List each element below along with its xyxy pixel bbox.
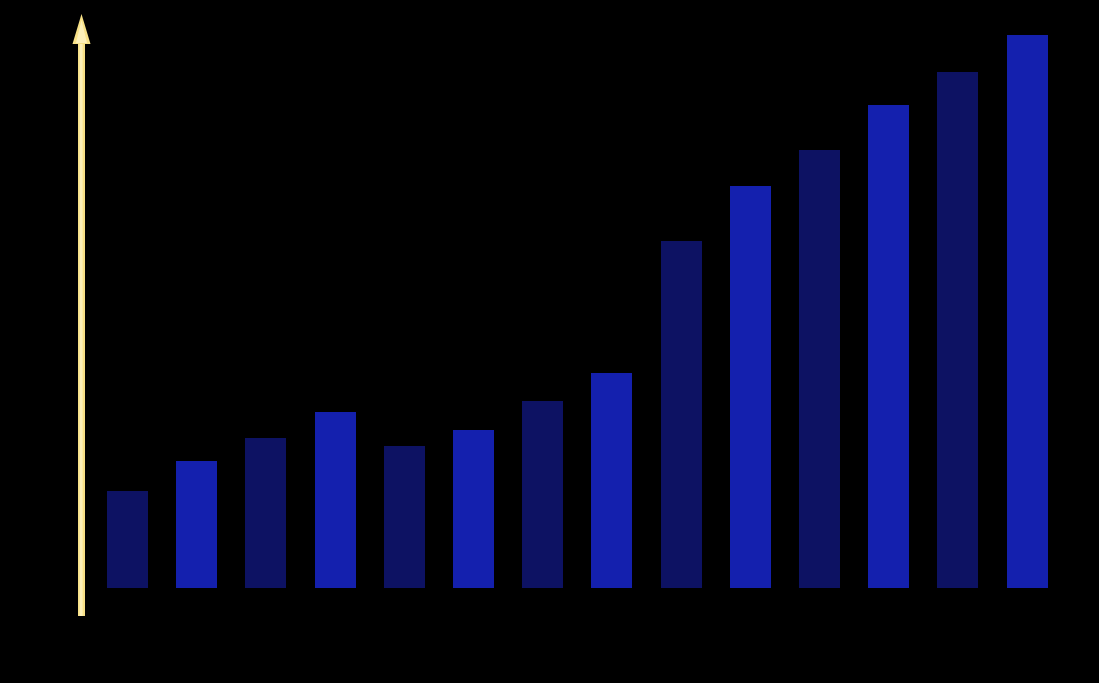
arrow-head-highlight xyxy=(76,20,87,43)
bar[interactable] xyxy=(937,72,979,588)
arrow-shaft-highlight xyxy=(79,38,83,616)
growth-arrow-icon xyxy=(66,8,98,620)
bar[interactable] xyxy=(868,105,910,588)
bar[interactable] xyxy=(176,461,218,588)
growth-arrow-svg xyxy=(72,14,91,616)
bar[interactable] xyxy=(245,438,287,588)
bar[interactable] xyxy=(107,491,148,588)
arrow-shaft xyxy=(78,38,85,616)
bar[interactable] xyxy=(1006,35,1048,588)
bar[interactable] xyxy=(383,446,425,588)
bar[interactable] xyxy=(729,186,771,588)
bar[interactable] xyxy=(660,241,702,588)
arrow-head xyxy=(72,14,91,44)
bar[interactable] xyxy=(314,412,356,588)
bar[interactable] xyxy=(799,150,840,588)
bar[interactable] xyxy=(453,430,494,588)
bar[interactable] xyxy=(591,373,633,588)
bar[interactable] xyxy=(522,401,564,588)
